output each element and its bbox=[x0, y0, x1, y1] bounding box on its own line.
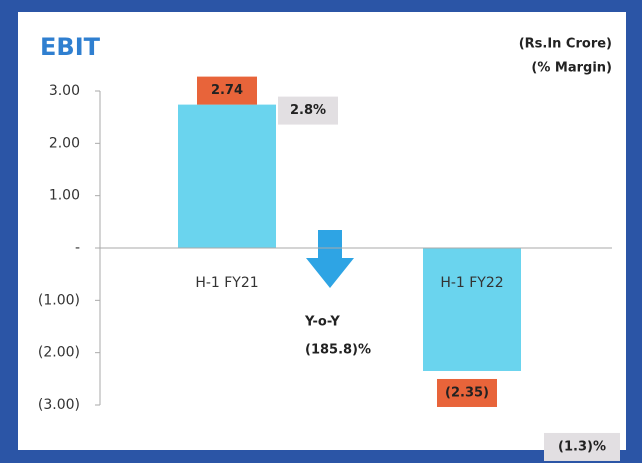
yoy-label: Y-o-Y bbox=[304, 315, 340, 330]
y-tick-label: 2.00 bbox=[49, 135, 80, 151]
y-tick-label: 1.00 bbox=[49, 188, 80, 204]
yoy-value: (185.8)% bbox=[305, 343, 371, 358]
value-label-box bbox=[437, 378, 497, 407]
value-label: 2.74 bbox=[211, 83, 243, 98]
value-label: (2.35) bbox=[445, 385, 489, 400]
y-tick-label: (2.00) bbox=[38, 345, 80, 361]
y-tick-label: (1.00) bbox=[38, 292, 80, 308]
bar bbox=[178, 104, 276, 249]
down-arrow bbox=[306, 230, 354, 288]
y-tick-label: 3.00 bbox=[49, 83, 80, 99]
margin-label: 2.8% bbox=[290, 103, 326, 118]
unit-label: (% Margin) bbox=[531, 61, 612, 76]
margin-label-box bbox=[544, 432, 620, 461]
bar bbox=[423, 248, 521, 371]
unit-label: (Rs.In Crore) bbox=[519, 37, 612, 52]
x-tick-label: H-1 FY21 bbox=[195, 275, 258, 291]
margin-label: (1.3)% bbox=[558, 439, 606, 454]
chart-title: EBIT bbox=[40, 33, 101, 61]
value-label-box bbox=[197, 76, 257, 105]
y-tick-label: (3.00) bbox=[38, 397, 80, 413]
margin-label-box bbox=[278, 96, 338, 125]
y-tick-label: - bbox=[75, 240, 80, 256]
x-tick-label: H-1 FY22 bbox=[440, 275, 503, 291]
